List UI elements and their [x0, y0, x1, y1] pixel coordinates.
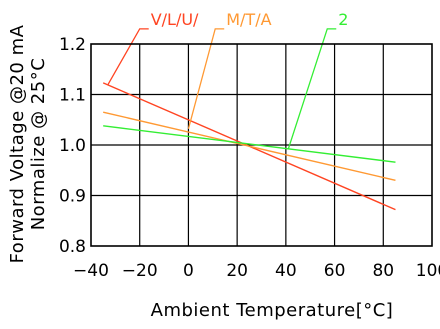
y-tick-label: 0.8 — [59, 237, 86, 257]
grid — [91, 44, 432, 246]
series-line — [103, 125, 396, 163]
x-tick-labels: −40 −20 0 20 40 60 80 100 — [73, 261, 440, 281]
x-tick-label: 40 — [275, 261, 297, 281]
y-tick-labels: 0.8 0.9 1.0 1.1 1.2 — [59, 35, 86, 257]
y-axis-subtitle: Normalize @ 25°C — [28, 58, 49, 231]
y-tick-label: 1.0 — [59, 136, 86, 156]
series-lines — [102, 82, 396, 211]
series-label: V/L/U/ — [151, 10, 199, 29]
y-axis-title: Forward Voltage @20 mA — [7, 24, 28, 263]
annotation-leader — [107, 28, 149, 85]
annotation-leader — [187, 28, 225, 130]
series-line — [103, 111, 396, 182]
series-label: M/T/A — [226, 10, 271, 29]
y-tick-label: 1.2 — [59, 35, 86, 55]
x-axis-title: Ambient Temperature[°C] — [151, 300, 394, 321]
x-tick-label: 0 — [183, 261, 194, 281]
y-tick-label: 1.1 — [59, 86, 86, 106]
x-tick-label: 20 — [226, 261, 248, 281]
series-labels: V/L/U/M/T/A 2 — [151, 10, 349, 29]
y-tick-label: 0.9 — [59, 187, 86, 207]
x-tick-label: −40 — [73, 261, 109, 281]
x-tick-label: 60 — [324, 261, 346, 281]
x-tick-label: −20 — [122, 261, 158, 281]
x-tick-label: 80 — [372, 261, 394, 281]
annotation-leaders — [107, 28, 337, 150]
annotation-leader — [287, 28, 337, 150]
series-label: 2 — [338, 10, 348, 29]
plot-frame — [90, 43, 433, 247]
x-tick-label: 100 — [416, 261, 440, 281]
